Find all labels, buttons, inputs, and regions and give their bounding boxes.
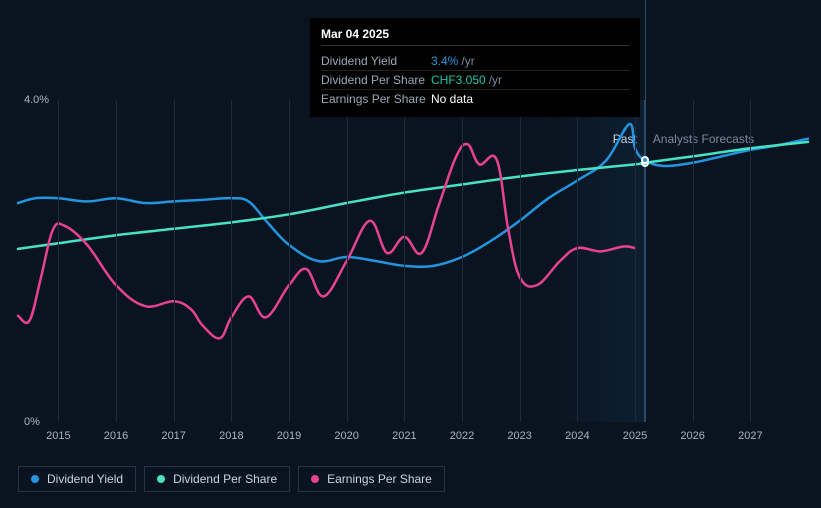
x-tick-label: 2025 — [623, 430, 647, 442]
y-tick-label: 4.0% — [24, 94, 49, 106]
grid-line — [693, 100, 694, 422]
grid-line — [577, 100, 578, 422]
tooltip-key: Dividend Yield — [321, 54, 431, 68]
grid-line — [289, 100, 290, 422]
tooltip-key: Dividend Per Share — [321, 73, 431, 87]
x-tick-label: 2023 — [507, 430, 531, 442]
tooltip-rows: Dividend Yield3.4%/yrDividend Per ShareC… — [321, 52, 629, 108]
x-tick-label: 2017 — [161, 430, 185, 442]
chart-svg — [18, 100, 808, 422]
tooltip-unit: /yr — [461, 54, 474, 68]
tooltip-row: Dividend Yield3.4%/yr — [321, 52, 629, 71]
legend-item[interactable]: Dividend Per Share — [144, 466, 290, 492]
x-tick-label: 2026 — [680, 430, 704, 442]
tooltip-value: CHF3.050 — [431, 73, 486, 87]
legend-dot-icon — [311, 475, 319, 483]
x-tick-label: 2020 — [334, 430, 358, 442]
grid-line — [116, 100, 117, 422]
grid-line — [635, 100, 636, 422]
x-tick-label: 2022 — [450, 430, 474, 442]
chart-tooltip: Mar 04 2025 Dividend Yield3.4%/yrDividen… — [310, 18, 640, 117]
x-tick-label: 2027 — [738, 430, 762, 442]
series-line — [18, 142, 808, 249]
grid-line — [347, 100, 348, 422]
grid-line — [174, 100, 175, 422]
grid-line — [750, 100, 751, 422]
tooltip-value: 3.4% — [431, 54, 458, 68]
legend-label: Earnings Per Share — [327, 472, 432, 486]
legend-label: Dividend Per Share — [173, 472, 277, 486]
grid-line — [404, 100, 405, 422]
x-tick-label: 2024 — [565, 430, 589, 442]
tooltip-key: Earnings Per Share — [321, 92, 431, 106]
tooltip-row: Earnings Per ShareNo data — [321, 90, 629, 108]
grid-line — [231, 100, 232, 422]
tooltip-date: Mar 04 2025 — [321, 27, 629, 46]
x-tick-label: 2021 — [392, 430, 416, 442]
grid-line — [58, 100, 59, 422]
tooltip-value: No data — [431, 92, 473, 106]
cursor-marker — [641, 156, 649, 164]
legend-item[interactable]: Earnings Per Share — [298, 466, 445, 492]
tooltip-unit: /yr — [489, 73, 502, 87]
y-tick-label: 0% — [24, 416, 40, 428]
x-tick-label: 2015 — [46, 430, 70, 442]
grid-line — [520, 100, 521, 422]
dividend-chart: Mar 04 2025 Dividend Yield3.4%/yrDividen… — [0, 0, 821, 508]
x-axis: 2015 2016 2017 2018 2019 2020 2021 2022 2023 2024… — [18, 430, 808, 448]
legend-label: Dividend Yield — [47, 472, 123, 486]
legend-dot-icon — [157, 475, 165, 483]
legend-item[interactable]: Dividend Yield — [18, 466, 136, 492]
x-tick-label: 2019 — [277, 430, 301, 442]
cursor-line — [645, 0, 646, 422]
grid-line — [462, 100, 463, 422]
legend-dot-icon — [31, 475, 39, 483]
tooltip-row: Dividend Per ShareCHF3.050/yr — [321, 71, 629, 90]
legend: Dividend Yield Dividend Per Share Earnings… — [18, 466, 445, 492]
plot-area[interactable]: Past Analysts Forecasts — [18, 100, 808, 422]
x-tick-label: 2018 — [219, 430, 243, 442]
x-tick-label: 2016 — [104, 430, 128, 442]
